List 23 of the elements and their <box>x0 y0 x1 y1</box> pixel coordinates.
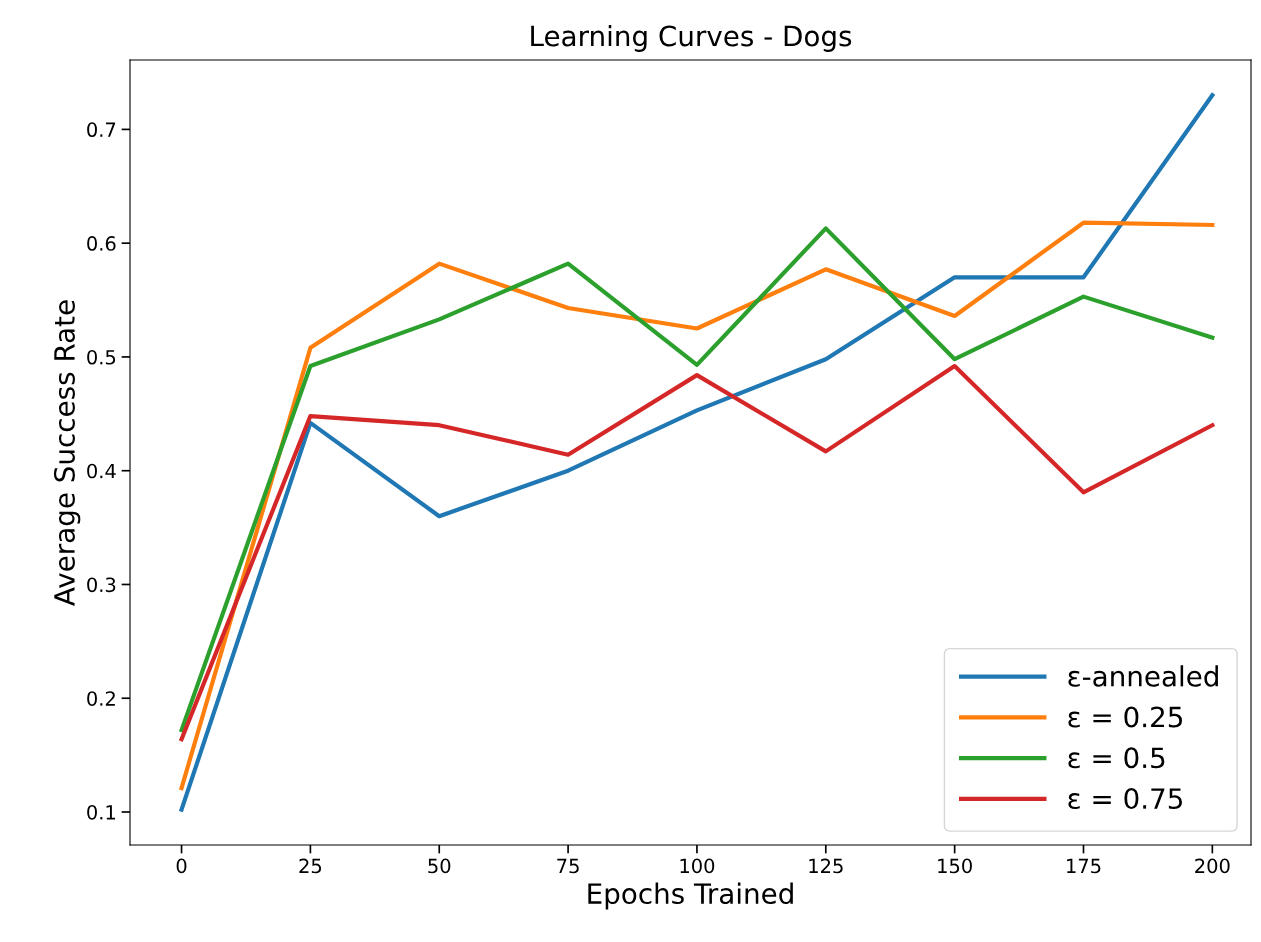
chart-title: Learning Curves - Dogs <box>531 25 852 52</box>
y-axis-title: Average Success Rate <box>53 300 81 606</box>
x-tick-label: 175 <box>1067 858 1101 874</box>
x-tick-label: 75 <box>557 858 579 874</box>
x-tick-label: 150 <box>938 858 972 874</box>
x-axis-title: Epochs Trained <box>588 882 793 910</box>
x-tick-label: 125 <box>809 858 843 874</box>
y-tick-label: 0.4 <box>87 463 116 479</box>
legend-label: ε = 0.25 <box>1068 706 1182 728</box>
legend-label: ε = 0.75 <box>1068 788 1182 810</box>
y-tick-label: 0.2 <box>87 691 115 706</box>
y-tick-label: 0.1 <box>87 804 116 820</box>
y-tick-label: 0.7 <box>87 122 116 138</box>
y-tick-label: 0.6 <box>87 236 116 251</box>
x-tick-label: 200 <box>1195 858 1230 874</box>
legend-label: ε-annealed <box>1068 665 1218 687</box>
x-tick-label: 50 <box>428 858 451 874</box>
x-tick-label: 0 <box>176 858 187 874</box>
x-tick-label: 25 <box>299 858 322 874</box>
y-tick-label: 0.5 <box>87 349 116 365</box>
x-tick-label: 100 <box>680 858 715 874</box>
legend-label: ε = 0.5 <box>1068 747 1165 769</box>
y-tick-label: 0.3 <box>87 577 116 593</box>
